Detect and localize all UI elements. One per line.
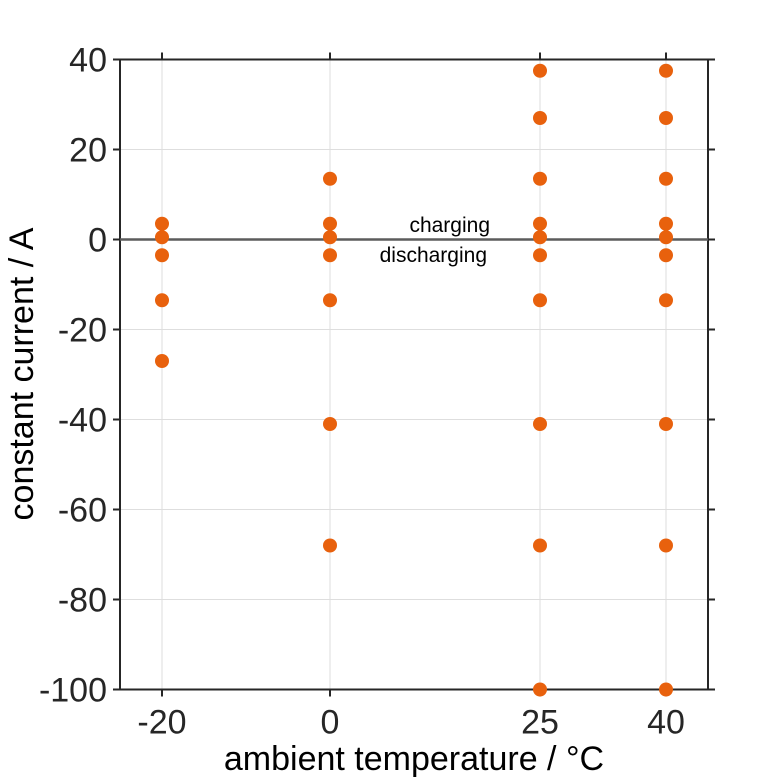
y-tick-label: -20 — [58, 312, 107, 350]
data-point — [659, 682, 673, 697]
data-point — [533, 63, 547, 78]
x-tick-label: 0 — [321, 704, 340, 742]
data-point — [323, 417, 337, 431]
data-point — [155, 216, 169, 231]
x-tick-label: 25 — [521, 704, 559, 742]
data-point — [533, 417, 547, 431]
data-point — [323, 248, 337, 263]
data-point — [659, 293, 673, 308]
data-point — [659, 111, 673, 125]
data-point — [533, 111, 547, 125]
charging-zone-label: charging — [409, 214, 490, 237]
x-tick-label: 40 — [647, 704, 685, 742]
y-tick-label: -80 — [58, 582, 107, 620]
data-point — [659, 171, 673, 186]
y-axis-label: constant current / A — [3, 227, 41, 520]
data-point — [533, 248, 547, 263]
x-axis-label: ambient temperature / °C — [224, 740, 604, 778]
y-tick-label: 40 — [69, 42, 107, 80]
data-point — [533, 171, 547, 186]
data-point — [155, 230, 169, 245]
data-point — [533, 538, 547, 553]
y-tick-label: 0 — [88, 222, 107, 260]
x-tick-label: -20 — [137, 704, 186, 742]
data-point — [155, 293, 169, 308]
y-tick-label: -60 — [58, 492, 107, 530]
y-tick-label: -40 — [58, 402, 107, 440]
data-point — [533, 216, 547, 231]
data-point — [323, 171, 337, 186]
data-point — [659, 538, 673, 553]
data-point — [659, 63, 673, 78]
y-tick-label: -100 — [39, 672, 107, 710]
data-point — [323, 293, 337, 308]
plot-box — [119, 58, 709, 691]
data-point — [659, 230, 673, 245]
data-point — [533, 293, 547, 308]
data-point — [533, 230, 547, 245]
y-tick-label: 20 — [69, 132, 107, 170]
data-point — [155, 248, 169, 263]
data-point — [155, 354, 169, 368]
plot-area: -20 0 25 40 40 20 0 -20 -40 -60 -80 -100 — [39, 42, 715, 742]
data-point — [323, 216, 337, 231]
data-point — [659, 417, 673, 431]
data-point — [533, 682, 547, 697]
data-point — [659, 216, 673, 231]
data-point — [323, 538, 337, 553]
data-point — [659, 248, 673, 263]
data-point — [323, 230, 337, 245]
discharging-zone-label: discharging — [380, 244, 487, 267]
